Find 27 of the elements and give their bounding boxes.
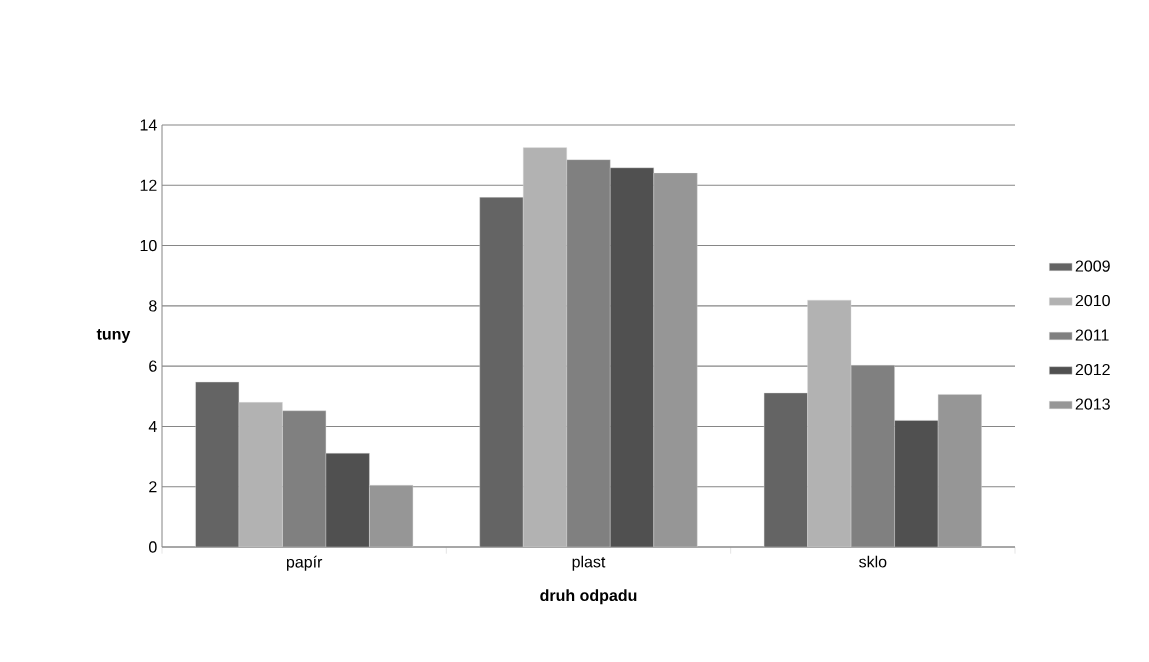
x-tick-label: sklo bbox=[859, 555, 887, 568]
x-tick-label: papír bbox=[286, 555, 323, 571]
x-axis-title: druh odpadu bbox=[540, 589, 637, 605]
y-tick-label: 6 bbox=[149, 360, 157, 372]
y-tick-label: 14 bbox=[140, 119, 157, 131]
y-tick-label: 2 bbox=[149, 481, 157, 493]
legend-label: 2009 bbox=[1075, 260, 1110, 272]
bar bbox=[763, 392, 808, 547]
legend-label: 2010 bbox=[1075, 294, 1110, 307]
bar bbox=[195, 381, 240, 547]
bar bbox=[325, 453, 370, 547]
y-axis-title: tuny bbox=[96, 329, 131, 343]
bar bbox=[894, 420, 939, 547]
bar bbox=[610, 167, 654, 547]
x-tick-label: plast bbox=[572, 555, 606, 571]
bar bbox=[523, 147, 567, 547]
legend-label: 2013 bbox=[1075, 398, 1110, 410]
y-tick-label: 12 bbox=[140, 179, 157, 191]
y-tick-label: 4 bbox=[148, 420, 157, 432]
y-tick-label: 8 bbox=[149, 300, 157, 312]
y-tick-label: 10 bbox=[140, 239, 157, 252]
y-tick-label: 0 bbox=[149, 541, 157, 553]
legend-label: 2012 bbox=[1075, 363, 1110, 376]
legend-label: 2011 bbox=[1075, 329, 1109, 341]
bar bbox=[238, 402, 283, 547]
bar bbox=[807, 299, 852, 547]
bar bbox=[479, 197, 524, 547]
